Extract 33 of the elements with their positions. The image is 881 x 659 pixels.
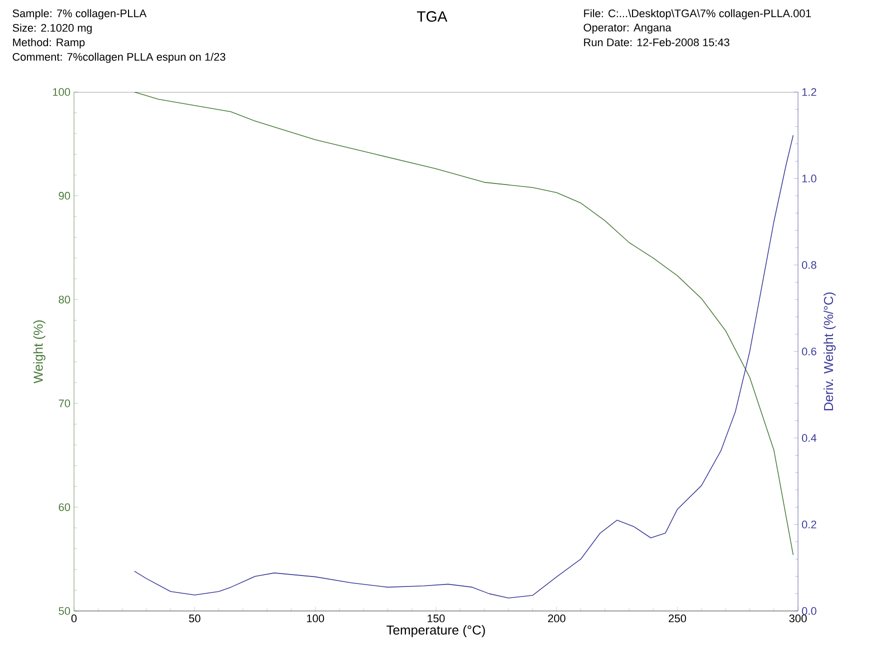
x-tick-label: 50 <box>189 614 200 622</box>
y-tick-label: 80 <box>58 296 70 304</box>
y2-tick-label: 0.4 <box>802 434 816 442</box>
line-series <box>134 92 794 556</box>
x-axis-title: Temperature (°C) <box>386 625 485 638</box>
line-series <box>134 134 794 598</box>
y2-tick-label: 1.0 <box>802 174 816 182</box>
y-tick-label: 70 <box>58 400 70 408</box>
text: Sample: 7% collagen-PLLA <box>12 9 147 20</box>
y2-tick-label: 0.8 <box>802 261 816 269</box>
y-axis-title: Weight (%) <box>33 320 46 384</box>
x-tick-label: 100 <box>307 614 324 622</box>
text: Run Date: 12-Feb-2008 15:43 <box>584 38 730 46</box>
y-tick-label: 90 <box>58 192 70 200</box>
y2-tick-label: 0.6 <box>802 348 816 356</box>
text: Comment: 7%collagen PLLA espun on 1/23 <box>12 52 226 63</box>
text: Size: 2.1020 mg <box>12 24 92 34</box>
x-tick-label: 0 <box>71 614 77 622</box>
x-tick-label: 300 <box>789 614 807 622</box>
y2-tick-label: 0.2 <box>802 520 816 528</box>
chart-title: TGA <box>416 11 448 22</box>
y-tick-label: 50 <box>58 607 70 615</box>
x-tick-label: 150 <box>428 614 445 622</box>
text: Method: Ramp <box>13 38 85 48</box>
x-tick-label: 200 <box>548 614 566 622</box>
y2-tick-label: 0.0 <box>802 607 816 615</box>
y-tick-label: 100 <box>53 88 70 96</box>
y2-tick-label: 1.2 <box>802 88 816 96</box>
text: Operator: Angana <box>584 24 672 34</box>
text: File: C:...\Desktop\TGA\7% collagen-PLLA.001 <box>584 9 811 20</box>
x-tick-label: 250 <box>668 614 686 622</box>
y-tick-label: 60 <box>58 503 70 512</box>
y2-axis-title: Deriv. Weight (%/°C) <box>824 292 836 410</box>
